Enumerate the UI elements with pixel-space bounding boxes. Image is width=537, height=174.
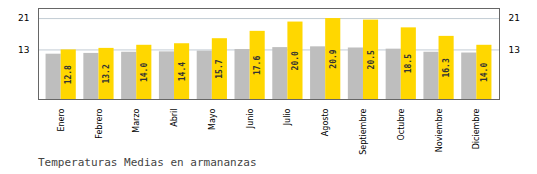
svg-text:13: 13	[18, 45, 29, 55]
html-text:Temperaturas Medias en armanan: Temperaturas Medias en armananzas	[38, 156, 257, 169]
svg-text:20.9: 20.9	[329, 49, 338, 68]
svg-text:20.5: 20.5	[367, 50, 376, 69]
svg-text:15.7: 15.7	[215, 59, 224, 78]
svg-text:16.3: 16.3	[442, 58, 451, 77]
svg-text:Mayo: Mayo	[208, 108, 217, 130]
svg-text:17.6: 17.6	[253, 56, 262, 75]
svg-text:Octubre: Octubre	[397, 108, 406, 140]
svg-text:Agosto: Agosto	[321, 108, 330, 136]
svg-text:14.0: 14.0	[140, 63, 149, 82]
svg-text:Noviembre: Noviembre	[435, 108, 444, 152]
svg-text:21: 21	[18, 13, 29, 23]
svg-text:20.0: 20.0	[291, 51, 300, 70]
svg-text:Diciembre: Diciembre	[472, 108, 481, 149]
svg-text:13.2: 13.2	[102, 64, 111, 83]
svg-text:Enero: Enero	[57, 108, 66, 131]
svg-text:12.8: 12.8	[64, 65, 73, 84]
svg-text:13: 13	[509, 45, 520, 55]
svg-text:18.5: 18.5	[404, 54, 413, 73]
svg-text:14.0: 14.0	[480, 63, 489, 82]
svg-text:14.4: 14.4	[178, 62, 187, 81]
svg-text:Marzo: Marzo	[132, 108, 141, 132]
svg-text:Febrero: Febrero	[95, 108, 104, 138]
svg-text:Abril: Abril	[170, 109, 179, 127]
svg-text:Septiembre: Septiembre	[359, 108, 368, 154]
svg-text:Julio: Julio	[283, 108, 292, 126]
svg-text:21: 21	[509, 13, 520, 23]
svg-text:Junio: Junio	[246, 108, 255, 129]
